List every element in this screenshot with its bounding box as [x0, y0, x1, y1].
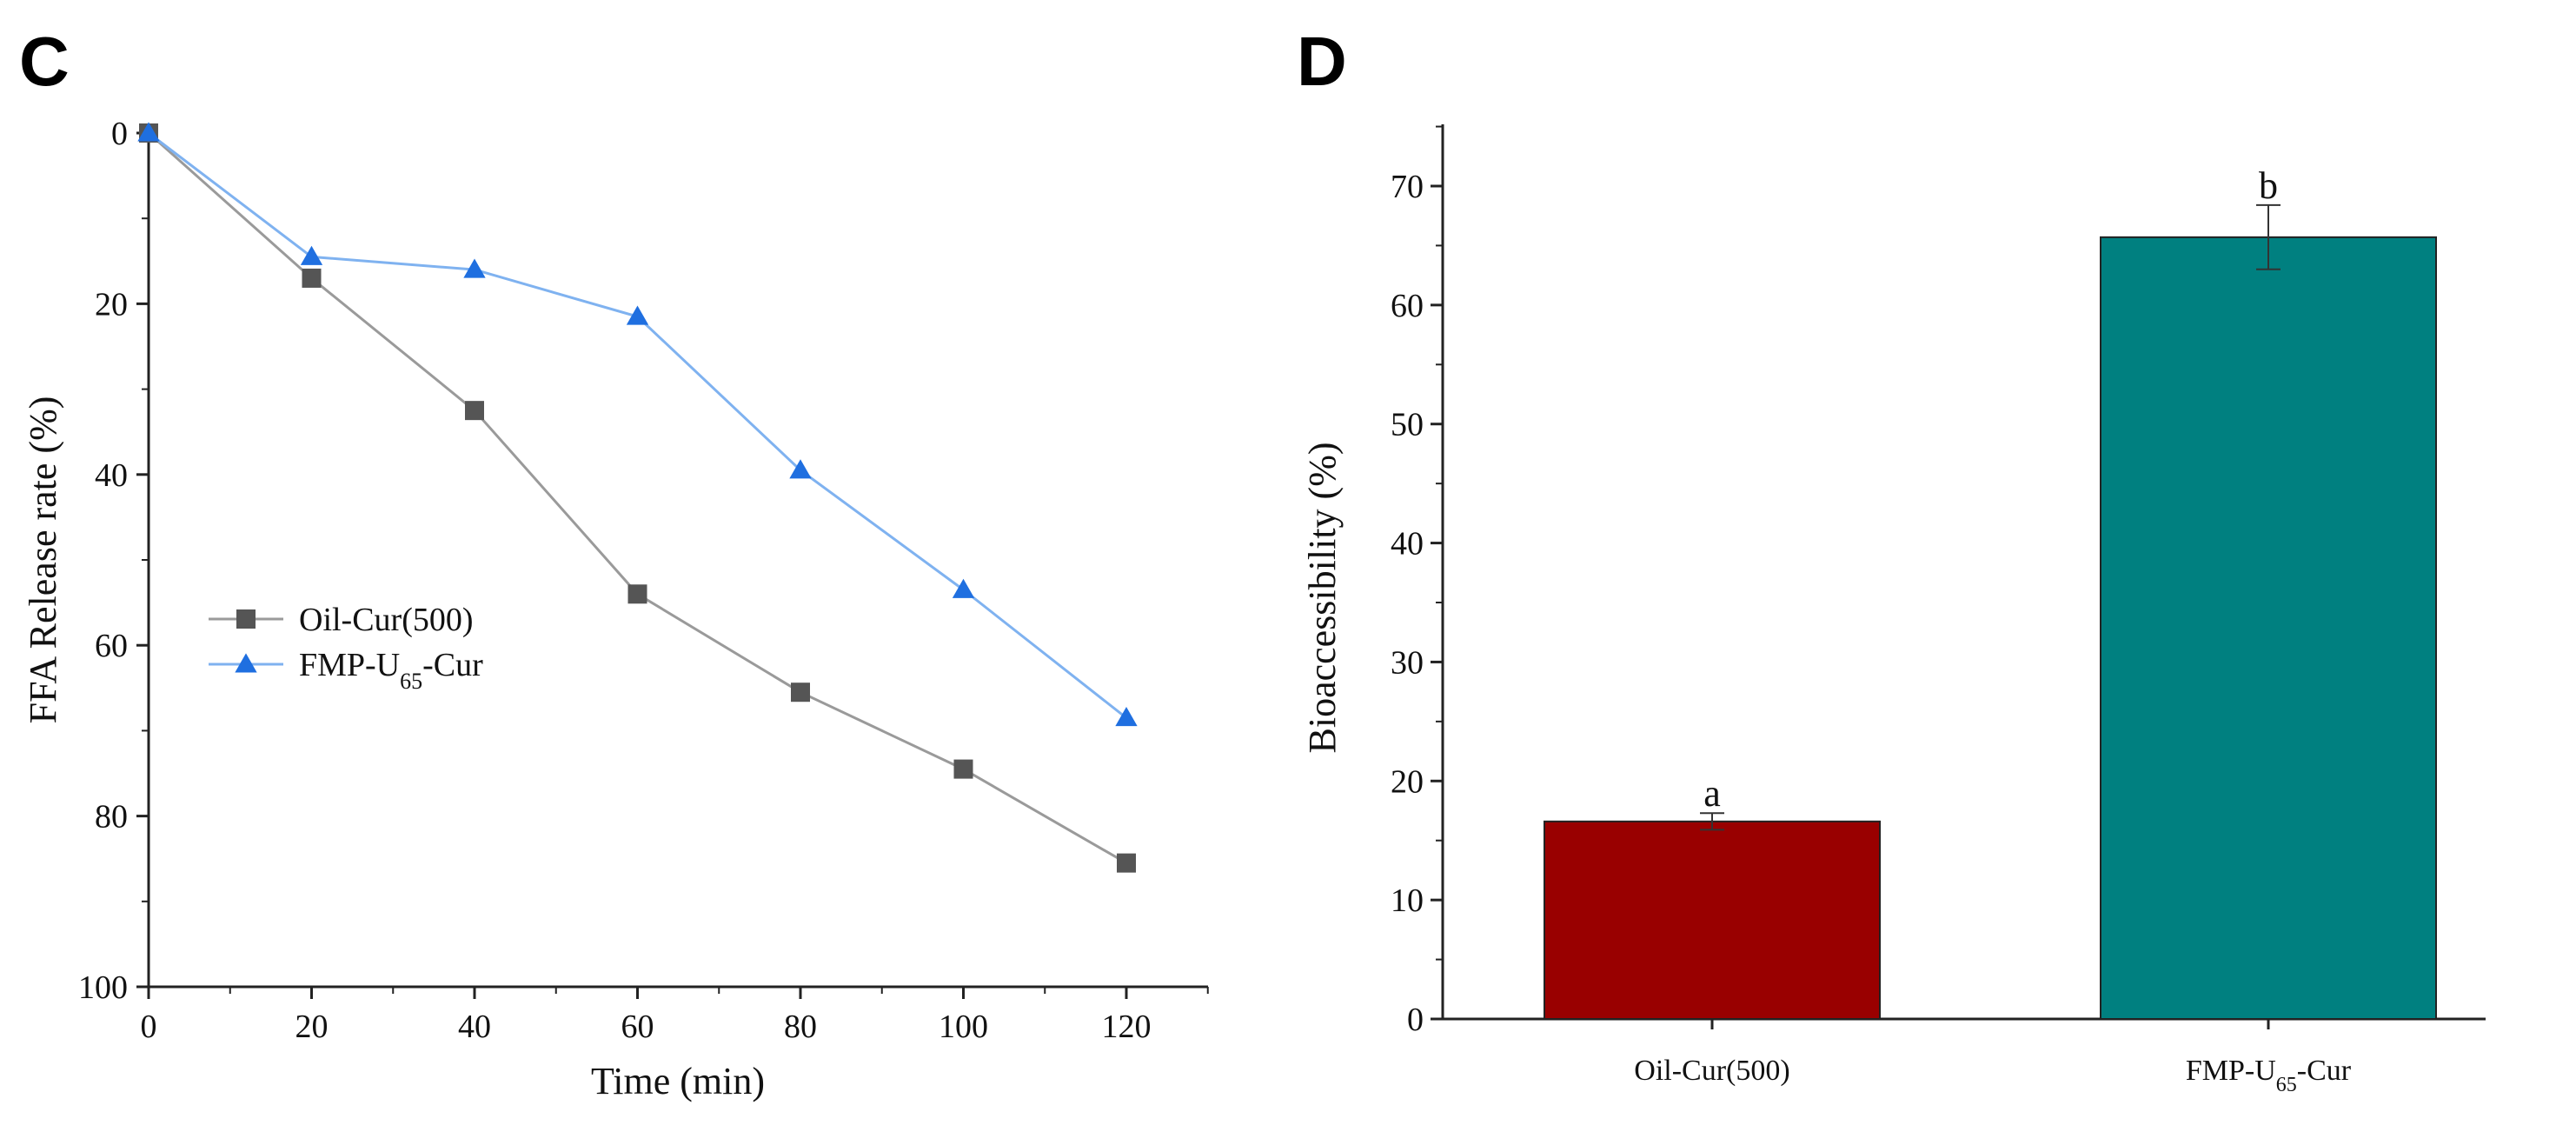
- x-tick-label-sub: 65: [2276, 1074, 2297, 1096]
- legend-label-fmp-suffix: -Cur: [422, 647, 483, 683]
- significance-label: b: [2259, 164, 2278, 207]
- data-point: [626, 305, 649, 325]
- y-tick-label: 70: [1391, 169, 1424, 205]
- line-chart-ffa-release: 0 20 40 60 80 100 0 20 40 60 80 100 120 Time (min) FFA…: [22, 116, 1209, 1102]
- data-point: [953, 759, 973, 779]
- x-tick-label: 80: [784, 1009, 817, 1045]
- legend-label-fmp-base: FMP-U: [299, 647, 400, 683]
- data-point: [789, 459, 812, 479]
- data-point: [300, 245, 323, 265]
- legend-label-fmp-sub: 65: [400, 669, 422, 694]
- data-point: [791, 683, 810, 703]
- y-tick-label: 40: [95, 457, 128, 494]
- x-tick-label: 0: [141, 1009, 157, 1045]
- series-line: [148, 131, 1127, 719]
- x-tick-label: 60: [621, 1009, 654, 1045]
- x-tick-label: FMP-U65-Cur: [2186, 1055, 2352, 1096]
- significance-label: a: [1703, 772, 1721, 815]
- data-point: [952, 578, 975, 598]
- bar-oil-cur: a: [1544, 772, 1881, 1020]
- data-point: [137, 122, 160, 142]
- x-tick-label: 20: [295, 1009, 329, 1045]
- x-tick-label: Oil-Cur(500): [1634, 1055, 1789, 1087]
- panel-label-d: D: [1297, 23, 1347, 100]
- y-tick-label: 0: [1407, 1002, 1424, 1038]
- legend-label-oil: Oil-Cur(500): [299, 602, 474, 638]
- series-oil-cur: [139, 123, 1136, 873]
- x-tick-label: 120: [1102, 1009, 1152, 1045]
- data-point: [463, 258, 486, 278]
- bar: [1544, 820, 1881, 1020]
- bar-fmp-u65-cur: b: [2100, 164, 2437, 1020]
- y-tick-label: 30: [1391, 644, 1424, 681]
- y-tick-label: 20: [1391, 763, 1424, 800]
- legend-marker-square: [236, 609, 256, 629]
- y-tick-label: 20: [95, 286, 128, 323]
- data-point: [627, 584, 647, 604]
- x-tick-label-suffix: -Cur: [2297, 1055, 2352, 1087]
- legend-label-fmp: FMP-U65-Cur: [299, 647, 483, 694]
- y-axis-title: Bioaccessibility (%): [1301, 442, 1344, 753]
- x-tick-label-base: Oil-Cur(500): [1634, 1055, 1789, 1087]
- y-tick-label: 0: [111, 116, 128, 152]
- legend: Oil-Cur(500) FMP-U65-Cur: [209, 602, 483, 694]
- x-tick-label: 100: [939, 1009, 988, 1045]
- x-axis-title: Time (min): [591, 1060, 765, 1102]
- series-line: [148, 131, 1127, 864]
- y-tick-label: 100: [78, 969, 128, 1006]
- y-tick-label: 60: [1391, 288, 1424, 324]
- data-point: [465, 401, 484, 421]
- legend-marker-triangle: [235, 653, 257, 673]
- y-tick-label: 50: [1391, 407, 1424, 443]
- series-fmp-u65-cur: [137, 122, 1138, 727]
- bar: [2100, 236, 2437, 1020]
- x-tick-label: 40: [458, 1009, 491, 1045]
- data-point: [1115, 707, 1138, 727]
- data-point: [1117, 853, 1136, 873]
- data-point: [302, 268, 322, 288]
- y-tick-label: 80: [95, 799, 128, 836]
- y-tick-label: 10: [1391, 882, 1424, 919]
- bar-chart-bioaccessibility: 0 10 20 30 40 50 60 70 Bioaccessibility (%) a Oil-…: [1301, 124, 2486, 1096]
- panel-label-c: C: [19, 23, 70, 100]
- y-tick-label: 60: [95, 628, 128, 664]
- y-tick-label: 40: [1391, 526, 1424, 563]
- y-axis-title: FFA Release rate (%): [22, 396, 64, 724]
- x-tick-label-base: FMP-U: [2186, 1055, 2276, 1087]
